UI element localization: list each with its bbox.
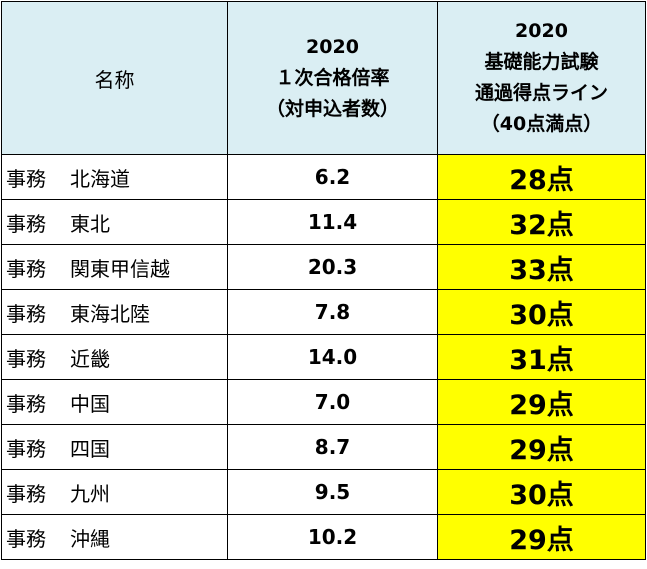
row-ratio: 11.4	[227, 199, 438, 245]
header-row: 名称 2020 １次合格倍率 （対申込者数） 2020 基礎能力試験 通過得点ラ…	[1, 1, 646, 155]
header-ratio-line: （対申込者数）	[265, 97, 399, 120]
row-score: 29点	[437, 514, 646, 560]
row-category: 事務	[6, 391, 46, 416]
row-score: 28点	[437, 154, 646, 200]
table-row: 事務 北海道 6.2 28点	[1, 154, 646, 200]
exam-results-table: 名称 2020 １次合格倍率 （対申込者数） 2020 基礎能力試験 通過得点ラ…	[1, 1, 646, 560]
row-region: 九州	[70, 481, 110, 506]
row-ratio: 7.0	[227, 379, 438, 425]
row-region: 東海北陸	[70, 301, 150, 326]
row-name: 事務 九州	[1, 469, 228, 515]
table-row: 事務 九州 9.5 30点	[1, 469, 646, 515]
row-category: 事務	[6, 481, 46, 506]
row-name: 事務 東海北陸	[1, 289, 228, 335]
header-score-line: 基礎能力試験	[484, 51, 599, 73]
table-row: 事務 四国 8.7 29点	[1, 424, 646, 470]
row-category: 事務	[6, 301, 46, 326]
row-region: 関東甲信越	[70, 256, 170, 281]
row-region: 近畿	[70, 346, 110, 371]
row-score: 30点	[437, 469, 646, 515]
row-ratio: 20.3	[227, 244, 438, 290]
row-category: 事務	[6, 346, 46, 371]
row-name: 事務 関東甲信越	[1, 244, 228, 290]
row-category: 事務	[6, 526, 46, 551]
table-row: 事務 東北 11.4 32点	[1, 199, 646, 245]
row-region: 北海道	[70, 166, 130, 191]
row-name: 事務 東北	[1, 199, 228, 245]
row-name: 事務 近畿	[1, 334, 228, 380]
row-region: 東北	[70, 211, 110, 236]
row-ratio: 6.2	[227, 154, 438, 200]
row-name: 事務 北海道	[1, 154, 228, 200]
row-category: 事務	[6, 436, 46, 461]
row-ratio: 7.8	[227, 289, 438, 335]
row-name: 事務 中国	[1, 379, 228, 425]
row-score: 33点	[437, 244, 646, 290]
row-score: 29点	[437, 424, 646, 470]
row-score: 32点	[437, 199, 646, 245]
row-name: 事務 沖縄	[1, 514, 228, 560]
table-row: 事務 東海北陸 7.8 30点	[1, 289, 646, 335]
row-category: 事務	[6, 256, 46, 281]
table-row: 事務 近畿 14.0 31点	[1, 334, 646, 380]
row-region: 中国	[70, 391, 110, 416]
header-name: 名称	[1, 1, 228, 155]
row-region: 四国	[70, 436, 110, 461]
header-score-line: 通過得点ライン	[474, 82, 608, 104]
table-row: 事務 沖縄 10.2 29点	[1, 514, 646, 560]
row-category: 事務	[6, 211, 46, 236]
row-ratio: 9.5	[227, 469, 438, 515]
row-score: 30点	[437, 289, 646, 335]
row-name: 事務 四国	[1, 424, 228, 470]
table-row: 事務 中国 7.0 29点	[1, 379, 646, 425]
header-ratio-line: 2020	[306, 35, 359, 58]
header-score-line: （40点満点）	[480, 113, 603, 135]
row-ratio: 14.0	[227, 334, 438, 380]
row-score: 29点	[437, 379, 646, 425]
row-category: 事務	[6, 166, 46, 191]
row-region: 沖縄	[70, 526, 110, 551]
row-ratio: 8.7	[227, 424, 438, 470]
header-score: 2020 基礎能力試験 通過得点ライン （40点満点）	[437, 1, 646, 155]
header-score-line: 2020	[515, 20, 568, 42]
table-row: 事務 関東甲信越 20.3 33点	[1, 244, 646, 290]
header-ratio: 2020 １次合格倍率 （対申込者数）	[227, 1, 438, 155]
row-ratio: 10.2	[227, 514, 438, 560]
row-score: 31点	[437, 334, 646, 380]
header-ratio-line: １次合格倍率	[275, 66, 390, 89]
